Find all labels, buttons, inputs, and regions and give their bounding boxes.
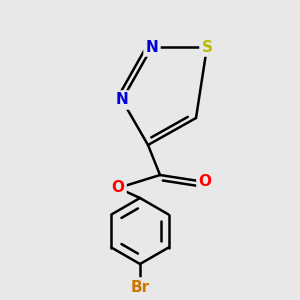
- Text: O: O: [199, 175, 212, 190]
- Text: O: O: [112, 181, 124, 196]
- Text: Br: Br: [130, 280, 150, 295]
- Text: S: S: [202, 40, 212, 55]
- Text: N: N: [146, 40, 158, 55]
- Text: N: N: [116, 92, 128, 107]
